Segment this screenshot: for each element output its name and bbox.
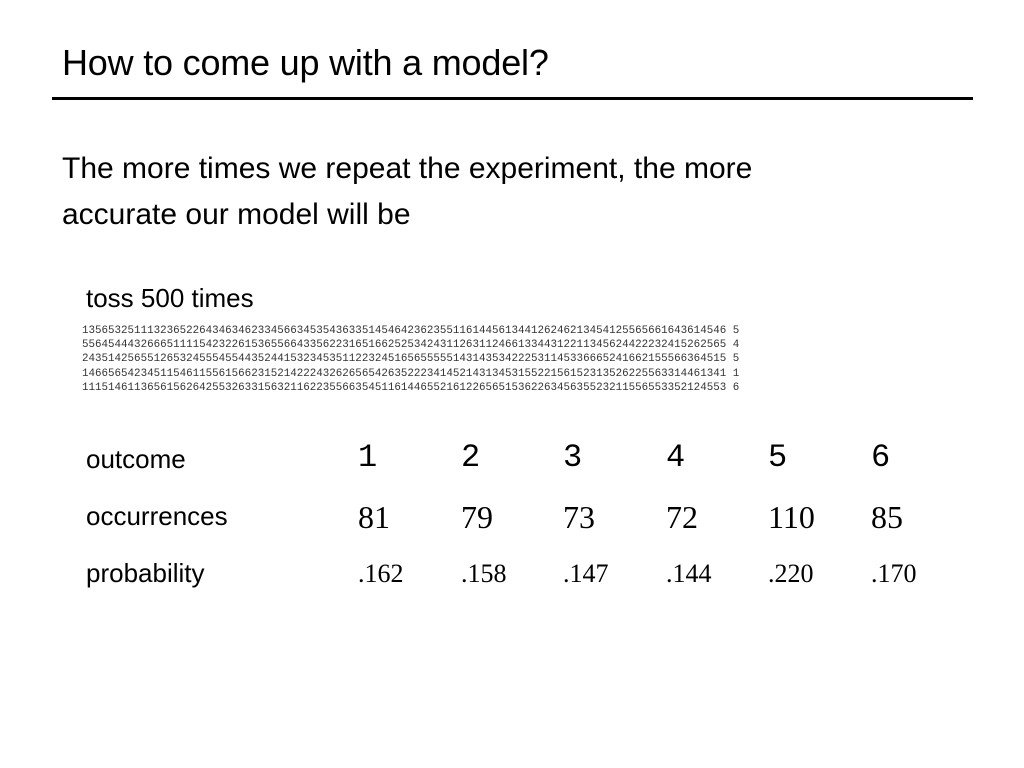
probability-cell: .144 bbox=[666, 559, 712, 588]
occurrences-cell: 85 bbox=[871, 499, 903, 535]
probability-cell: .147 bbox=[563, 559, 609, 588]
body-line-1: The more times we repeat the experiment,… bbox=[62, 152, 753, 185]
probability-cell: .158 bbox=[461, 559, 507, 588]
toss-sequence-line: 1356532511132365226434634623345663453543… bbox=[82, 325, 740, 337]
outcome-cell: 3 bbox=[563, 439, 583, 476]
outcome-cell: 5 bbox=[768, 439, 788, 476]
slide-title: How to come up with a model? bbox=[62, 42, 549, 83]
toss-sequence-line: 2435142565512653245554554435244153234535… bbox=[82, 353, 740, 366]
toss-sequence-line: 1115146113656156264255326331563211622355… bbox=[82, 381, 740, 394]
outcome-cell: 1 bbox=[358, 439, 378, 476]
probability-row-label: probability bbox=[86, 558, 205, 588]
outcome-row-label: outcome bbox=[86, 444, 186, 474]
toss-label: toss 500 times bbox=[86, 283, 254, 313]
occurrences-cell: 79 bbox=[461, 499, 493, 535]
occurrences-row-label: occurrences bbox=[86, 501, 228, 531]
toss-sequence: 1356532511132365226434634623345663453543… bbox=[82, 324, 739, 395]
occurrences-cell: 73 bbox=[563, 499, 595, 535]
toss-sequence-line: 5564544432666511115423226153655664335622… bbox=[82, 339, 740, 352]
occurrences-cell: 72 bbox=[666, 499, 698, 535]
title-underline bbox=[52, 97, 973, 100]
probability-cell: .170 bbox=[871, 559, 917, 588]
outcome-cell: 2 bbox=[461, 439, 481, 476]
probability-cell: .162 bbox=[358, 559, 404, 588]
occurrences-cell: 81 bbox=[358, 499, 390, 535]
toss-sequence-line: 1466565423451154611556156623152142224326… bbox=[82, 367, 740, 380]
occurrences-cell: 110 bbox=[768, 499, 815, 535]
body-text: The more times we repeat the experiment,… bbox=[62, 146, 982, 238]
probability-cell: .220 bbox=[768, 559, 814, 588]
body-line-2: accurate our model will be bbox=[62, 198, 411, 231]
outcome-cell: 6 bbox=[871, 439, 891, 476]
outcome-cell: 4 bbox=[666, 439, 686, 476]
